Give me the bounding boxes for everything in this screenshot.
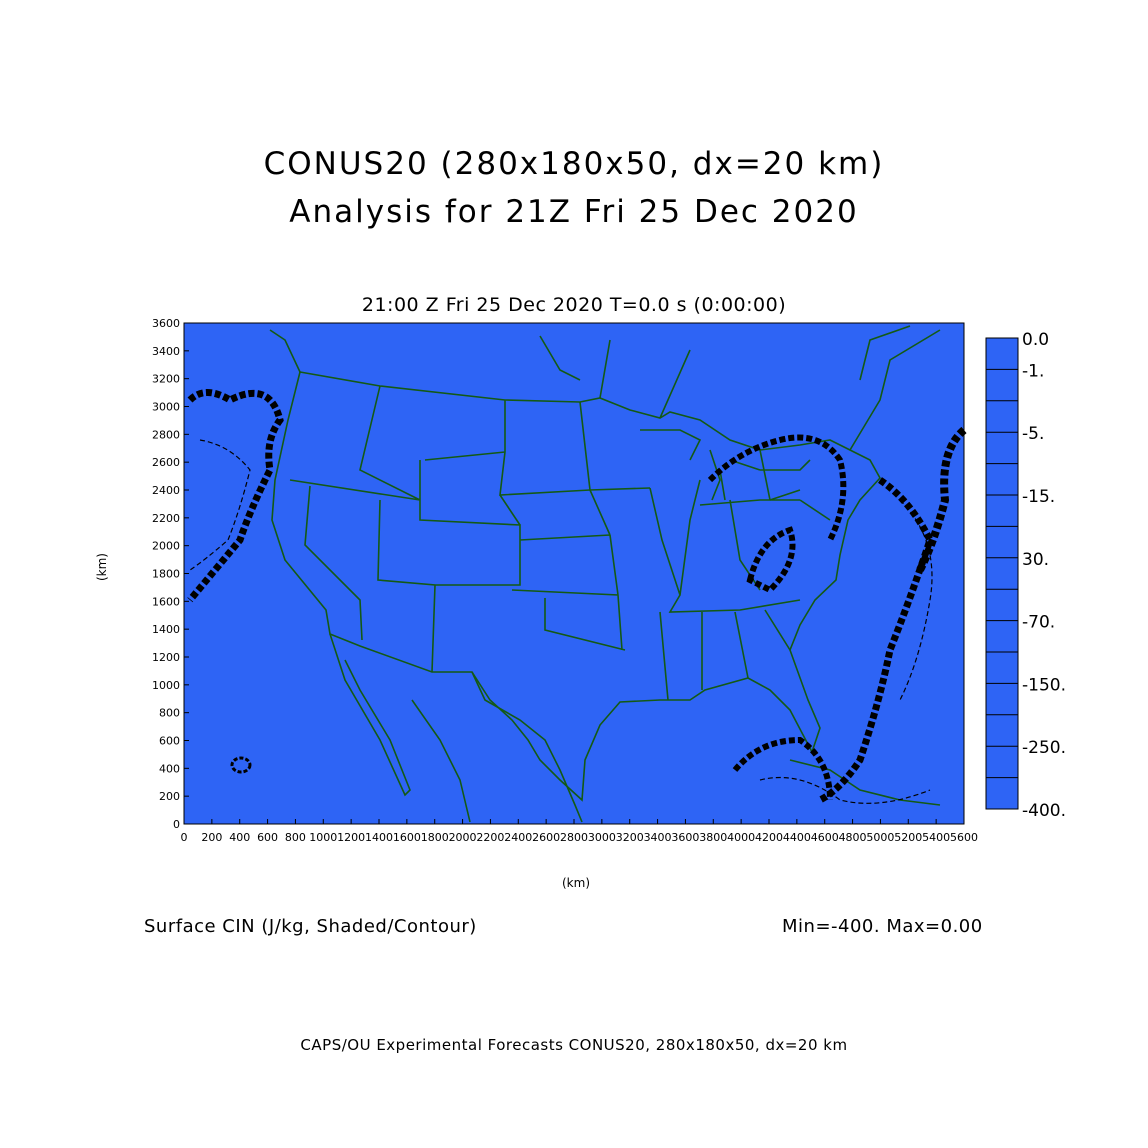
x-axis-label: (km): [562, 876, 591, 890]
cuba-outline: [789, 759, 941, 806]
x-tick-label: 0: [181, 831, 188, 844]
y-tick-label: 1600: [152, 595, 180, 608]
x-tick-label: 2400: [504, 831, 532, 844]
colorbar-level-label: -15.: [1022, 487, 1055, 507]
x-tick-label: 5200: [894, 831, 922, 844]
colorbar: 0.0 -1. -5. -15. 30. -70. -150. -250. -400.: [985, 330, 1066, 821]
y-tick-label: 3400: [152, 345, 180, 358]
x-tick-label: 600: [257, 831, 278, 844]
y-tick-label: 600: [159, 735, 180, 748]
colorbar-level-label: -5.: [1022, 424, 1044, 444]
x-tick-label: 4600: [811, 831, 839, 844]
plot-time-label: 21:00 Z Fri 25 Dec 2020 T=0.0 s (0:00:00…: [361, 294, 787, 316]
colorbar-level-label: -150.: [1022, 675, 1066, 695]
y-tick-label: 1800: [152, 568, 180, 581]
colorbar-level-label: -1.: [1022, 361, 1044, 381]
contour-northeast: [707, 434, 847, 542]
y-axis: 0 200 400 600 800 1000 1200 1400 1600 1800 2000 220…: [152, 317, 189, 831]
contour-atlantic: [818, 477, 934, 804]
y-tick-label: 800: [159, 707, 180, 720]
x-tick-label: 4400: [783, 831, 811, 844]
canada-outline: [269, 325, 941, 451]
y-tick-label: 2200: [152, 512, 180, 525]
contour-pacific-inner: [189, 439, 251, 571]
y-tick-label: 400: [159, 762, 180, 775]
x-tick-label: 2600: [532, 831, 560, 844]
x-tick-label: 3400: [644, 831, 672, 844]
x-tick-label: 800: [285, 831, 306, 844]
y-tick-label: 2400: [152, 484, 180, 497]
y-tick-label: 2600: [152, 456, 180, 469]
mexico-outline: [329, 633, 583, 823]
x-tick-label: 1200: [337, 831, 365, 844]
colorbar-level-label: 0.0: [1022, 330, 1049, 350]
figure-title: CONUS20 (280x180x50, dx=20 km): [263, 146, 885, 182]
x-tick-label: 4000: [727, 831, 755, 844]
x-tick-label: 3000: [588, 831, 616, 844]
y-tick-label: 2000: [152, 540, 180, 553]
y-tick-label: 2800: [152, 428, 180, 441]
x-tick-label: 3800: [699, 831, 727, 844]
x-tick-label: 1600: [393, 831, 421, 844]
x-tick-label: 200: [201, 831, 222, 844]
y-tick-label: 3200: [152, 373, 180, 386]
x-tick-label: 2800: [560, 831, 588, 844]
x-tick-label: 5600: [950, 831, 978, 844]
state-lines-east: [579, 401, 831, 701]
x-tick-label: 2200: [476, 831, 504, 844]
field-caption: Surface CIN (J/kg, Shaded/Contour): [144, 916, 477, 937]
colorbar-level-label: -70.: [1022, 613, 1055, 633]
footer-credit: CAPS/OU Experimental Forecasts CONUS20, …: [300, 1036, 848, 1054]
x-axis: 0 200 400 600 800 1000 1200 1400 1600 1800 2000 220…: [181, 819, 978, 844]
y-tick-label: 1400: [152, 623, 180, 636]
y-tick-label: 1200: [152, 651, 180, 664]
colorbar-fill: [985, 337, 1019, 810]
x-tick-label: 5000: [866, 831, 894, 844]
contour-pacific: [187, 389, 284, 603]
contour-appalachian: [746, 526, 796, 594]
x-tick-label: 1800: [421, 831, 449, 844]
x-tick-label: 1400: [365, 831, 393, 844]
x-tick-label: 2000: [449, 831, 477, 844]
great-lakes: [640, 429, 811, 501]
x-tick-label: 3600: [671, 831, 699, 844]
colorbar-level-label: 30.: [1022, 550, 1049, 570]
x-tick-label: 4200: [755, 831, 783, 844]
colorbar-level-label: -250.: [1022, 738, 1066, 758]
contour-gulf-inner: [759, 776, 931, 804]
x-tick-label: 4800: [839, 831, 867, 844]
y-tick-label: 3000: [152, 401, 180, 414]
state-lines-west: [289, 385, 651, 673]
figure-subtitle: Analysis for 21Z Fri 25 Dec 2020: [289, 194, 859, 230]
colorbar-level-label: -400.: [1022, 801, 1066, 821]
x-tick-label: 1000: [309, 831, 337, 844]
contour-small-west: [230, 756, 252, 774]
contour-atlantic-inner: [899, 499, 933, 701]
y-tick-label: 3600: [152, 317, 180, 330]
y-tick-label: 1000: [152, 679, 180, 692]
x-tick-label: 400: [229, 831, 250, 844]
x-tick-label: 3200: [616, 831, 644, 844]
y-tick-label: 0: [173, 818, 180, 831]
cin-shaded-field: [184, 323, 964, 824]
cin-contours: [187, 389, 967, 804]
contour-gulf-south: [732, 736, 833, 801]
x-tick-label: 5400: [922, 831, 950, 844]
min-max-label: Min=-400. Max=0.00: [782, 916, 983, 937]
contour-east-edge: [916, 426, 967, 572]
y-tick-label: 200: [159, 790, 180, 803]
